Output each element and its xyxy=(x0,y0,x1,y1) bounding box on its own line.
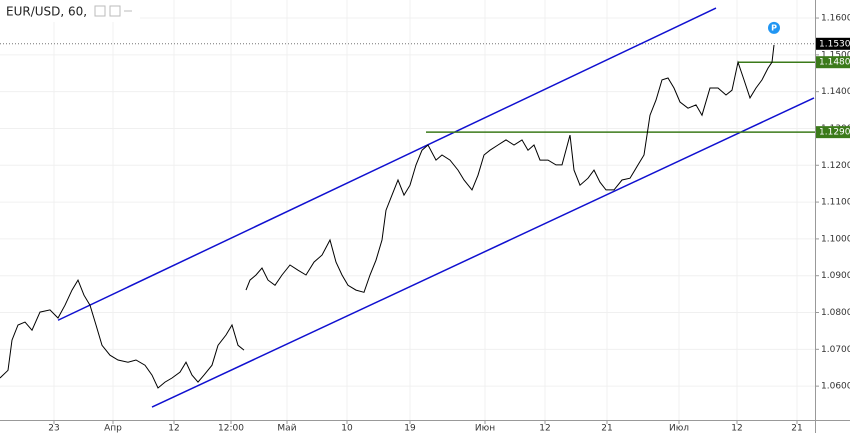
marker-icon xyxy=(768,21,780,34)
y-tick-label: 1.0800 xyxy=(821,308,850,318)
level-label: 1.1290 xyxy=(819,128,850,138)
y-tick-label: 1.1100 xyxy=(821,198,850,208)
y-tick-label: 1.0600 xyxy=(821,382,850,392)
header-button[interactable] xyxy=(109,5,121,17)
price-line xyxy=(0,44,775,389)
level-label-bg xyxy=(816,56,850,69)
x-tick-label: Июл xyxy=(669,424,689,433)
marker-label: P xyxy=(771,23,777,32)
chart-title: EUR/USD, 60, xyxy=(6,5,87,19)
y-tick-label: 1.0700 xyxy=(821,345,850,355)
x-tick-label: 21 xyxy=(601,424,612,433)
x-tick-label: 12 xyxy=(539,424,550,433)
x-tick-label: 10 xyxy=(341,424,353,433)
header-button[interactable] xyxy=(94,5,106,17)
trendline xyxy=(57,7,717,321)
x-tick-label: Май xyxy=(277,424,296,433)
y-tick-label: 1.1400 xyxy=(821,87,850,97)
y-tick-label: 1.1600 xyxy=(821,14,850,24)
x-tick-label: 12 xyxy=(731,424,742,433)
x-tick-label: Июн xyxy=(475,424,495,433)
x-tick-label: 21 xyxy=(791,424,802,433)
y-tick-label: 1.1200 xyxy=(821,161,850,171)
last-price-label-bg xyxy=(816,37,850,50)
y-tick-label: 1.1000 xyxy=(821,234,850,244)
x-tick-label: 23 xyxy=(48,424,59,433)
trendline xyxy=(151,97,815,408)
x-tick-label: 12:00 xyxy=(218,424,244,433)
level-label-bg xyxy=(816,126,850,139)
x-tick-label: 19 xyxy=(404,424,416,433)
x-tick-label: 12 xyxy=(168,424,179,433)
level-label: 1.1480 xyxy=(819,58,850,68)
plot-area xyxy=(0,0,815,420)
x-tick-label: Апр xyxy=(104,424,122,433)
y-tick-label: 1.1500 xyxy=(821,50,850,60)
y-tick-label: 1.0900 xyxy=(821,271,850,281)
last-price-label: 1.1530 xyxy=(819,39,850,49)
